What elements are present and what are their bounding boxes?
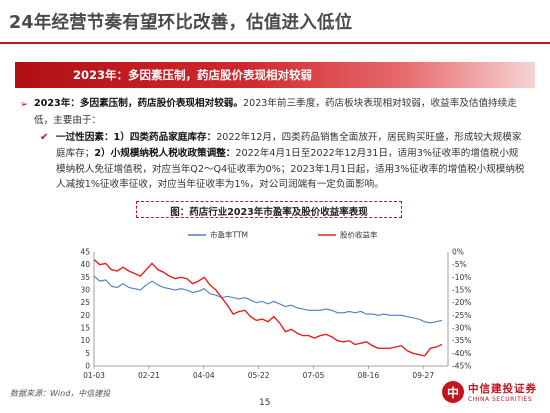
right-tick-label: -20% — [452, 298, 471, 307]
left-tick-label: 35 — [80, 273, 90, 282]
paragraph-main-text: 2023年前三季度，药店板块表现相对较弱，收益率及估值持续走低，主要由于： — [34, 98, 517, 126]
logo-mark-icon: 中 — [442, 381, 464, 403]
right-tick-label: 0% — [452, 248, 464, 257]
right-tick-label: -40% — [452, 349, 471, 358]
paragraph-main-bold: 2023年：多因素压制，药店股价表现相对较弱。 — [34, 98, 243, 109]
left-tick-label: 5 — [85, 349, 90, 358]
title-rule — [0, 42, 550, 44]
detail-bold-1: 一过性因素：1）四类药品家庭库存： — [56, 132, 217, 143]
x-tick-label: 02-21 — [138, 371, 160, 380]
chart-title-box: 图：药店行业2023年市盈率及股价收益率表现 — [136, 201, 402, 218]
left-tick-label: 10 — [80, 336, 90, 345]
left-tick-label: 25 — [80, 298, 90, 307]
paragraph-detail: 一过性因素：1）四类药品家庭库存：2022年12月，四类药品销售全面放开，居民购… — [56, 130, 526, 193]
x-tick-label: 08-16 — [357, 371, 379, 380]
right-tick-label: -5% — [452, 260, 467, 269]
company-logo: 中 中信建投证券 CHINA SECURITIES — [442, 381, 537, 403]
right-tick-label: -15% — [452, 286, 471, 295]
chart-title: 图：药店行业2023年市盈率及股价收益率表现 — [170, 207, 368, 218]
legend-label: 市盈率TTM — [210, 230, 248, 240]
left-tick-label: 40 — [80, 260, 90, 269]
line-chart: 0 5 10 15 20 25 30 35 40 45 0% -5% -10% -15% -20% -25% -… — [80, 230, 471, 381]
x-tick-label: 04-04 — [193, 371, 215, 380]
x-tick-label: 01-03 — [83, 371, 105, 380]
right-tick-label: -25% — [452, 311, 471, 320]
x-tick-label: 09-27 — [412, 371, 434, 380]
series-line-pe — [93, 275, 443, 324]
right-tick-label: -45% — [452, 362, 471, 371]
logo-english: CHINA SECURITIES — [468, 396, 533, 403]
x-tick-label: 05-22 — [248, 371, 270, 380]
x-tick-label: 07-05 — [303, 371, 325, 380]
left-tick-label: 20 — [80, 311, 90, 320]
source-note: 数据来源：Wind，中信建投 — [10, 389, 111, 398]
logo-text: 中信建投证券 CHINA SECURITIES — [468, 381, 537, 403]
right-tick-label: -35% — [452, 336, 471, 345]
series-line-return — [93, 259, 443, 357]
logo-chinese: 中信建投证券 — [468, 383, 537, 395]
left-tick-label: 15 — [80, 324, 90, 333]
paragraph-main: 2023年：多因素压制，药店股价表现相对较弱。2023年前三季度，药店板块表现相… — [34, 96, 534, 129]
left-tick-label: 0 — [85, 362, 90, 371]
banner-text: 2023年：多因素压制，药店股价表现相对较弱 — [73, 68, 313, 82]
legend-label: 股价收益率 — [340, 230, 378, 240]
right-tick-label: -30% — [452, 324, 471, 333]
detail-text-1: 2022年12月，四类药品销售全面放开，居民购买旺盛，形成较大规模家庭库存； — [56, 132, 522, 159]
right-tick-label: -10% — [452, 273, 471, 282]
detail-bold-2: 2）小规模纳税人税收政策调整： — [94, 147, 236, 159]
left-tick-label: 45 — [80, 248, 90, 257]
bullet-arrow-icon: ➢ — [20, 99, 28, 110]
checkmark-icon: ✔ — [40, 132, 49, 143]
left-tick-label: 30 — [80, 286, 90, 295]
detail-text-2: 2022年4月1日至2022年12月31日，适用3%征收率的增值税小规模纳税人免… — [56, 147, 525, 191]
section-banner: 2023年：多因素压制，药店股价表现相对较弱 — [15, 62, 535, 88]
slide-title: 24年经营节奏有望环比改善，估值进入低位 — [9, 13, 353, 33]
page-number: 15 — [259, 398, 271, 408]
